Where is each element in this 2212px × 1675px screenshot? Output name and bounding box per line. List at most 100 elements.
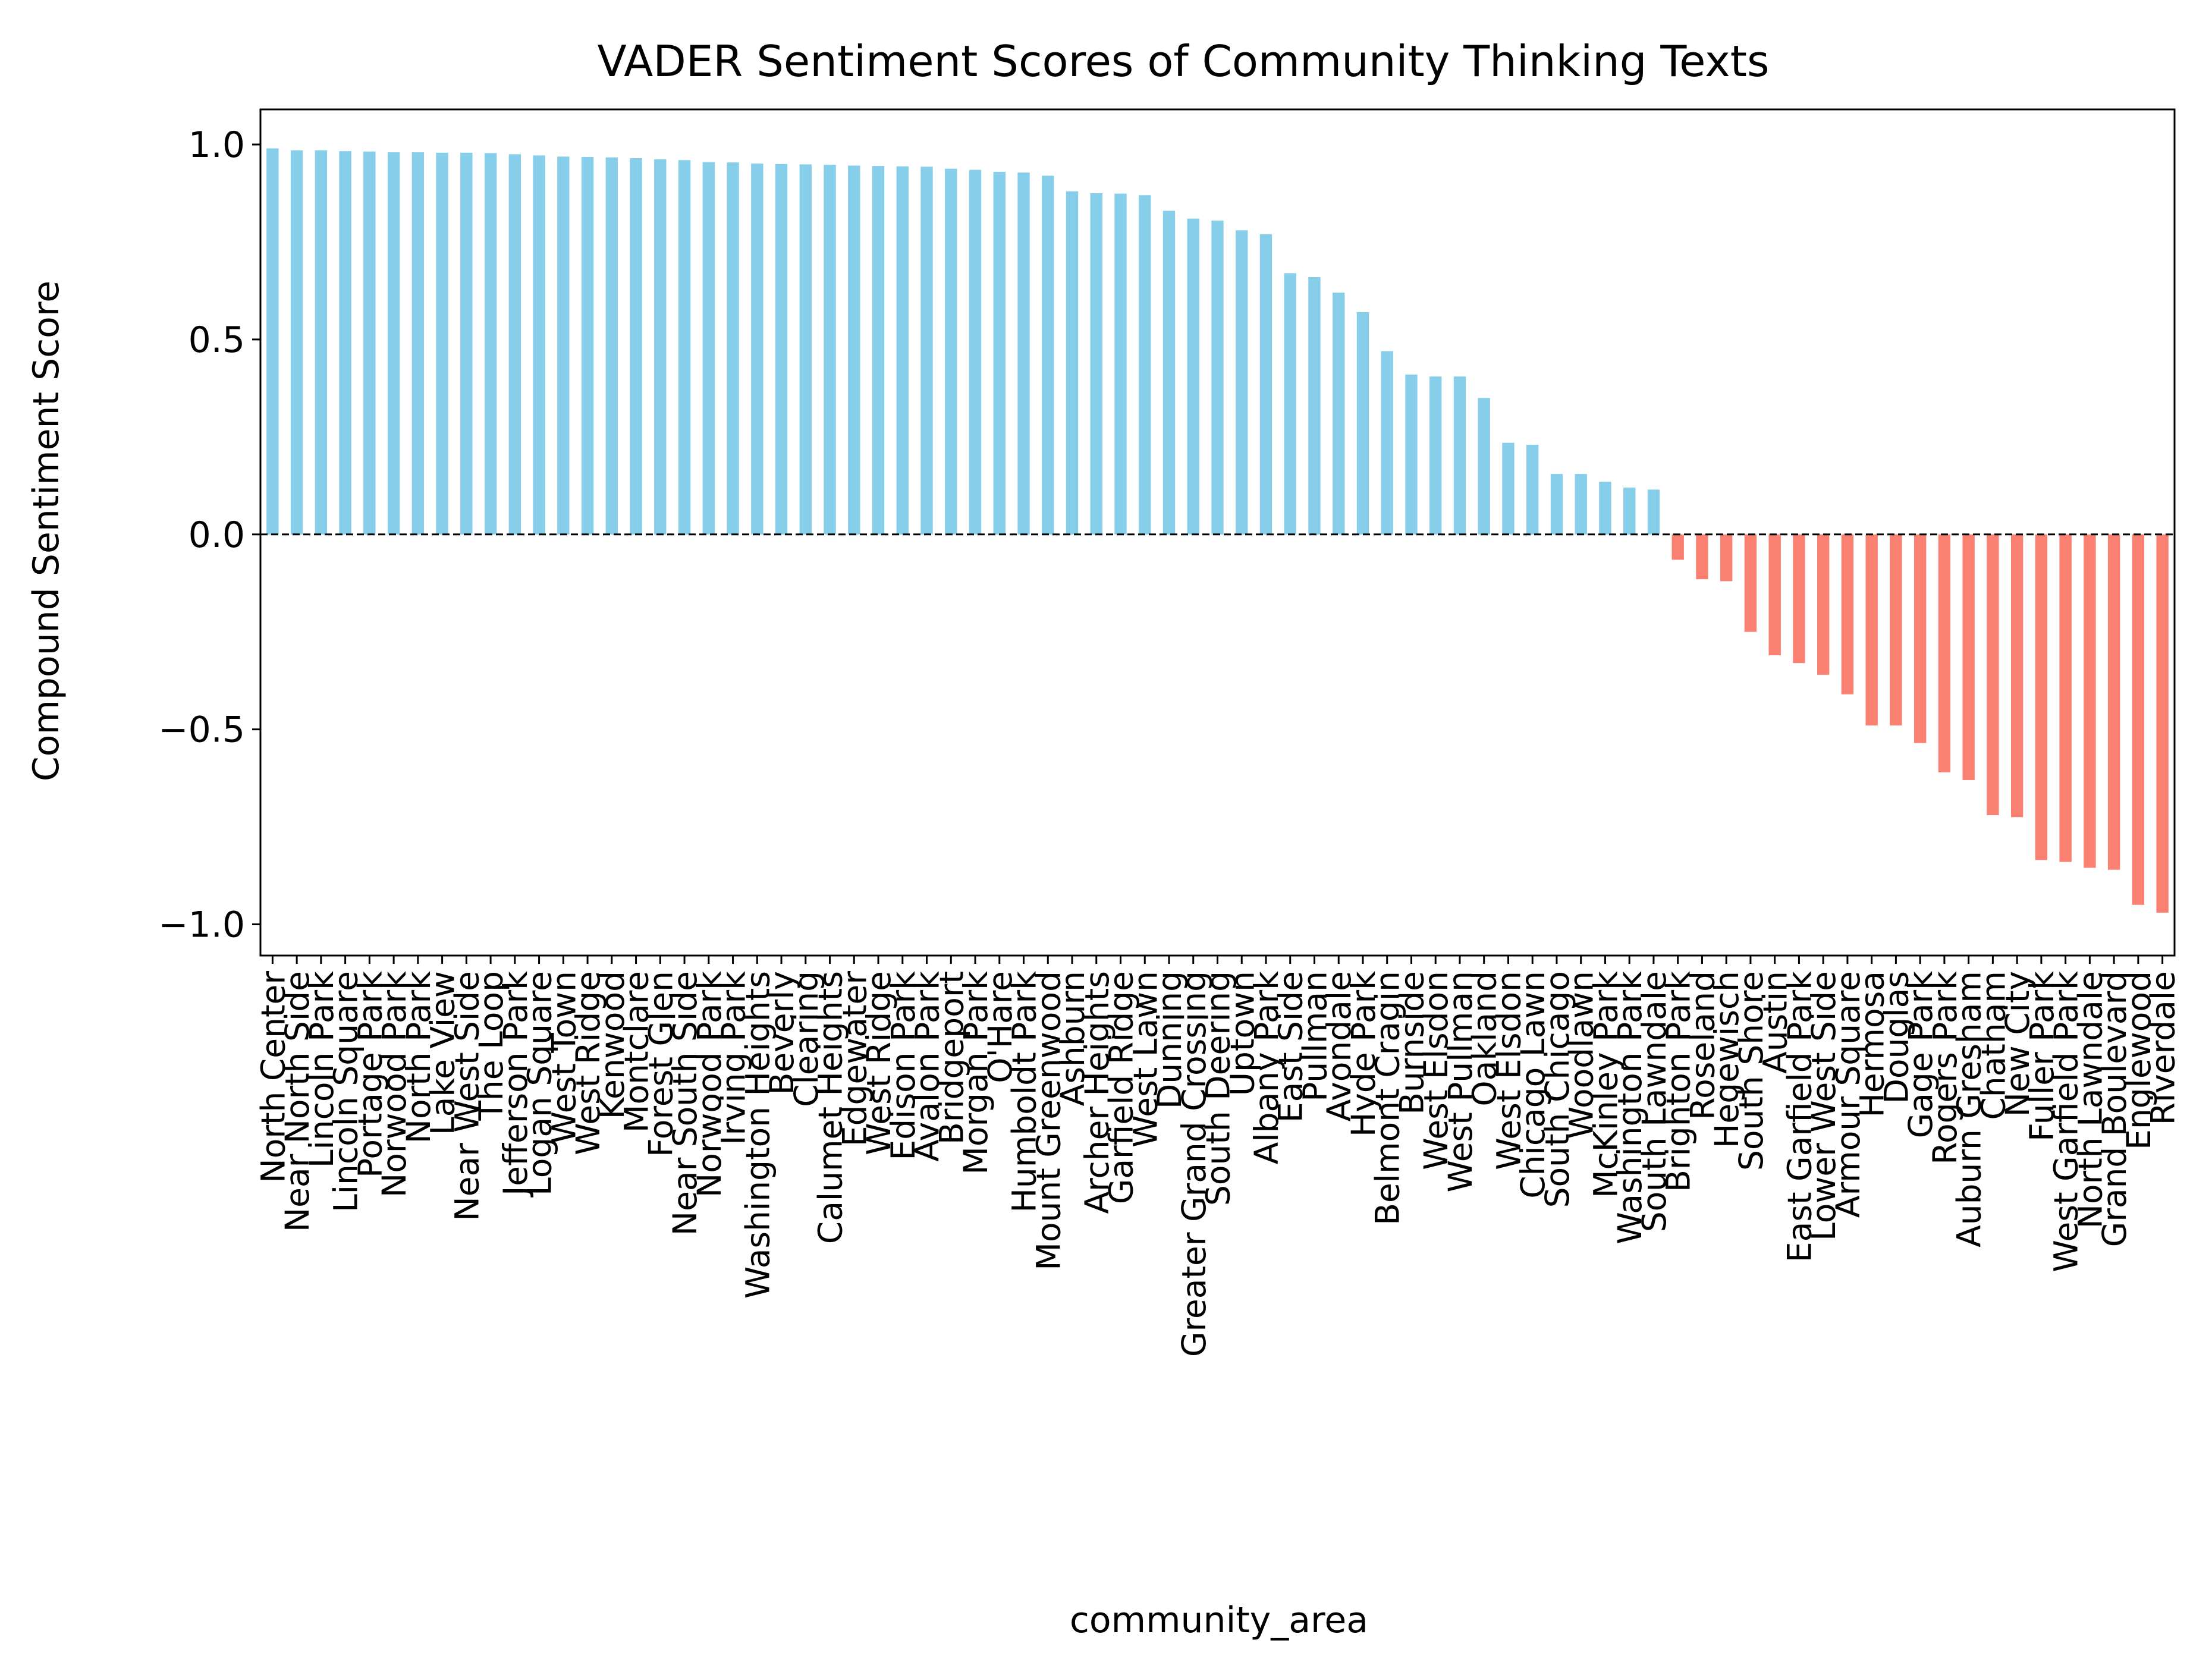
y-tick-label: 0.5 xyxy=(188,319,245,361)
x-tick-label: Lower West Side xyxy=(1805,971,1843,1241)
bar xyxy=(2010,534,2024,818)
x-tick-label: Grand Boulevard xyxy=(2095,971,2134,1247)
x-tick-label: Edison Park xyxy=(884,971,922,1161)
x-tick-label: Lincoln Park xyxy=(303,971,341,1168)
x-tick-label: North Center xyxy=(254,971,292,1183)
bar xyxy=(557,156,570,535)
x-tick-label: Brighton Park xyxy=(1660,971,1698,1192)
x-tick-label: Woodlawn xyxy=(1563,971,1601,1139)
x-tick-label: West Lawn xyxy=(1126,971,1164,1148)
x-tick-label: West Elsdon xyxy=(1490,971,1528,1170)
x-tick-label: Calumet Heights xyxy=(812,971,850,1244)
bar xyxy=(1114,193,1127,535)
x-tick-label: Archer Heights xyxy=(1078,971,1116,1214)
bar xyxy=(1017,172,1030,535)
bar xyxy=(387,152,400,535)
bar xyxy=(315,150,328,535)
x-tick-label: Riverdale xyxy=(2144,971,2182,1125)
bar xyxy=(1817,534,1830,675)
x-tick-label: Lake View xyxy=(424,971,462,1135)
x-tick-label: Belmont Cragin xyxy=(1369,971,1407,1225)
x-tick-label: Bridgeport xyxy=(932,971,970,1145)
bar xyxy=(411,152,425,535)
x-tick-label: Near North Side xyxy=(278,971,316,1232)
x-tick-label: Englewood xyxy=(2120,971,2158,1150)
x-tick-label: Fuller Park xyxy=(2023,971,2061,1142)
bar xyxy=(1090,193,1102,535)
chart-title: VADER Sentiment Scores of Community Thin… xyxy=(597,36,1769,86)
bar xyxy=(1890,534,1902,726)
x-tick-label: Douglas xyxy=(1877,971,1915,1104)
y-tick-label: −0.5 xyxy=(158,709,245,751)
bar xyxy=(508,154,521,535)
x-tick-label: West Pullman xyxy=(1441,971,1479,1192)
y-axis-label: Compound Sentiment Score xyxy=(26,281,67,781)
x-tick-label: Gage Park xyxy=(1902,971,1940,1139)
x-tick-label: Hegewisch xyxy=(1708,971,1746,1148)
x-tick-label: Lincoln Square xyxy=(327,971,365,1212)
bar xyxy=(945,168,957,535)
bar xyxy=(1236,230,1248,535)
x-tick-label: Avalon Park xyxy=(909,971,947,1162)
bar xyxy=(1211,220,1224,535)
x-tick-label: South Chicago xyxy=(1538,971,1576,1208)
bar xyxy=(969,169,982,535)
bar xyxy=(920,166,933,535)
x-tick-label: O'Hare xyxy=(981,971,1019,1083)
bar xyxy=(824,165,836,535)
bar xyxy=(1550,474,1563,535)
x-tick-label: Near South Side xyxy=(666,971,704,1236)
x-tick-label: West Garfield Park xyxy=(2047,971,2085,1272)
bar xyxy=(290,150,303,535)
bar xyxy=(484,153,497,535)
x-tick-label: Greater Grand Crossing xyxy=(1175,971,1213,1357)
bar xyxy=(1720,534,1733,582)
bar xyxy=(872,166,885,535)
bar xyxy=(1768,534,1781,656)
x-tick-label: New City xyxy=(1999,971,2037,1117)
bar xyxy=(702,162,715,535)
bar xyxy=(775,164,788,535)
bar xyxy=(1187,218,1199,535)
bar xyxy=(1162,210,1176,535)
x-tick-label: West Ridge xyxy=(860,971,898,1155)
bar xyxy=(1259,234,1272,535)
x-tick-label: Avondale xyxy=(1320,971,1358,1121)
bar xyxy=(1865,534,1878,726)
x-tick-label: North Park xyxy=(400,971,438,1143)
bar xyxy=(1744,534,1757,632)
x-tick-label: West Ridge xyxy=(569,971,607,1155)
x-tick-label: Hermosa xyxy=(1853,971,1891,1117)
bar xyxy=(1333,293,1345,535)
bar xyxy=(678,160,691,535)
bar xyxy=(363,151,376,535)
bar xyxy=(1453,376,1466,535)
x-tick-label: South Deering xyxy=(1199,971,1237,1206)
bar xyxy=(1671,534,1684,560)
bar xyxy=(1356,312,1369,535)
x-tick-label: The Loop xyxy=(472,971,510,1121)
x-tick-label: Irving Park xyxy=(715,971,753,1145)
bar xyxy=(2059,534,2072,862)
x-tick-label: South Shore xyxy=(1732,971,1770,1171)
bar xyxy=(339,151,351,535)
x-tick-label: Morgan Park xyxy=(957,971,995,1175)
bar xyxy=(1526,444,1539,535)
bar xyxy=(630,158,642,535)
x-tick-label: Clearing xyxy=(787,971,825,1107)
x-tick-label: East Side xyxy=(1272,971,1310,1123)
bar xyxy=(1938,534,1951,772)
x-tick-label: Edgewater xyxy=(835,971,874,1147)
bar xyxy=(2132,534,2145,905)
bar xyxy=(1429,376,1442,535)
x-tick-label: West Elsdon xyxy=(1417,971,1455,1170)
bar xyxy=(896,166,909,535)
x-tick-label: Logan Square xyxy=(521,971,559,1196)
bar xyxy=(1284,273,1296,535)
x-tick-label: Montclare xyxy=(618,971,656,1133)
bar xyxy=(1696,534,1708,580)
x-tick-label: Beverly xyxy=(763,971,801,1095)
bar xyxy=(1962,534,1975,780)
